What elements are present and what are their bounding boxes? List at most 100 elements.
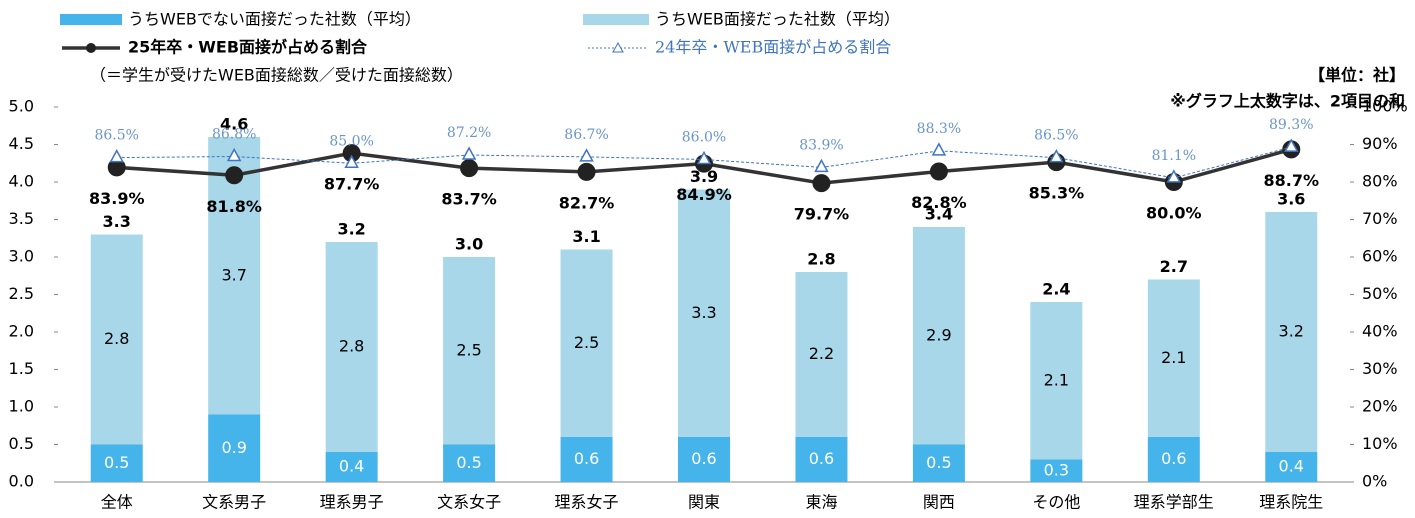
x-tick-label: 文系男子 <box>202 493 266 512</box>
value-label: 87.2% <box>447 125 491 141</box>
marker <box>1284 138 1299 152</box>
value-label: 79.7% <box>794 205 850 224</box>
bar <box>325 242 378 452</box>
value-label: 86.0% <box>682 130 726 146</box>
value-label: 81.1% <box>1152 148 1196 164</box>
y2-tick-label: 0% <box>1362 472 1387 491</box>
bar <box>90 444 143 482</box>
bar <box>795 272 848 437</box>
y-tick-label: 4.5 <box>9 134 34 153</box>
marker <box>460 159 479 178</box>
value-label: 80.0% <box>1146 204 1202 223</box>
bar-label: 0.6 <box>574 449 599 468</box>
bar <box>1030 459 1083 482</box>
marker <box>225 166 244 185</box>
y2-tick-label: 20% <box>1362 397 1398 416</box>
bar-label: 0.4 <box>1279 457 1304 476</box>
bar <box>1265 212 1318 452</box>
x-tick-label: 文系女子 <box>437 493 501 512</box>
bar <box>1265 452 1318 482</box>
total-label: 2.4 <box>1042 280 1070 299</box>
y-tick-label: 4.0 <box>9 172 34 191</box>
bar-label: 2.5 <box>456 340 481 359</box>
x-tick-label: 全体 <box>101 493 133 512</box>
bar <box>208 414 261 482</box>
marker <box>812 174 831 193</box>
bar-label: 2.8 <box>339 337 364 356</box>
marker <box>1049 149 1064 163</box>
marker <box>577 162 596 181</box>
bar <box>443 257 496 445</box>
value-label: 84.9% <box>676 185 732 204</box>
bar-label: 2.5 <box>574 333 599 352</box>
value-label: 86.5% <box>1034 128 1078 144</box>
total-label: 3.9 <box>690 167 718 186</box>
bar <box>1147 279 1200 437</box>
total-label: 4.6 <box>220 115 248 134</box>
total-label: 3.6 <box>1277 190 1305 209</box>
bar <box>560 249 613 437</box>
y-tick-label: 2.5 <box>9 284 34 303</box>
y-tick-label: 3.0 <box>9 247 34 266</box>
bar-label: 0.5 <box>456 453 481 472</box>
bar-label: 2.8 <box>104 329 129 348</box>
legend-label: 25年卒・WEB面接が占める割合 <box>128 38 368 57</box>
value-label: 87.7% <box>324 175 380 194</box>
marker <box>929 162 948 181</box>
x-tick-label: 理系学部生 <box>1134 493 1214 512</box>
total-label: 3.0 <box>455 235 483 254</box>
bar-label: 2.2 <box>809 344 834 363</box>
y-tick-label: 3.5 <box>9 209 34 228</box>
x-tick-label: 関西 <box>923 493 955 512</box>
total-label: 2.8 <box>807 250 835 269</box>
y-tick-label: 2.0 <box>9 322 34 341</box>
total-label: 2.7 <box>1160 257 1188 276</box>
y2-tick-label: 50% <box>1362 284 1398 303</box>
value-label: 82.7% <box>559 193 615 212</box>
bar <box>912 227 965 445</box>
y2-tick-label: 90% <box>1362 134 1398 153</box>
x-tick-label: 関東 <box>688 493 720 512</box>
legend-label: うちWEB面接だった社数（平均） <box>655 10 900 29</box>
bar <box>795 437 848 482</box>
y2-tick-label: 80% <box>1362 172 1398 191</box>
marker <box>107 158 126 177</box>
bar-label: 0.6 <box>691 449 716 468</box>
total-label: 3.3 <box>103 212 131 231</box>
y-tick-label: 1.0 <box>9 397 34 416</box>
bar-label: 2.1 <box>1044 370 1069 389</box>
bar-label: 0.9 <box>221 438 246 457</box>
legend-label: 24年卒・WEB面接が占める割合 <box>655 38 891 57</box>
bar <box>678 189 730 437</box>
value-label: 89.3% <box>1269 117 1313 133</box>
bar <box>912 444 965 482</box>
bar <box>443 444 496 482</box>
value-label: 88.3% <box>917 121 961 137</box>
y2-tick-label: 40% <box>1362 322 1398 341</box>
marker <box>344 154 359 168</box>
marker <box>696 150 712 165</box>
y-tick-label: 0.5 <box>9 434 34 453</box>
total-label: 3.1 <box>572 227 600 246</box>
bar-label: 0.6 <box>1161 449 1186 468</box>
bar-label: 2.9 <box>926 325 951 344</box>
y2-tick-label: 70% <box>1362 209 1398 228</box>
marker <box>109 149 124 163</box>
marker <box>342 144 361 163</box>
sum-note: ※グラフ上太数字は、2項目の和 <box>1170 92 1405 111</box>
y2-tick-label: 10% <box>1362 434 1398 453</box>
bar-label: 3.7 <box>221 265 246 284</box>
x-tick-label: その他 <box>1032 493 1080 512</box>
value-label: 82.8% <box>911 193 967 212</box>
y2-tick-label: 60% <box>1362 247 1398 266</box>
bar-label: 0.4 <box>339 457 364 476</box>
legend-swatch <box>612 41 624 53</box>
bar-label: 3.3 <box>691 303 716 322</box>
unit-note: 【単位：社】 <box>1309 66 1405 85</box>
total-label: 3.4 <box>925 205 953 224</box>
legend-label: うちWEBでない面接だった社数（平均） <box>128 10 421 29</box>
bar <box>90 234 143 445</box>
value-label: 85.3% <box>1029 184 1085 203</box>
value-label: 85.0% <box>329 133 373 149</box>
y2-tick-label: 30% <box>1362 359 1398 378</box>
